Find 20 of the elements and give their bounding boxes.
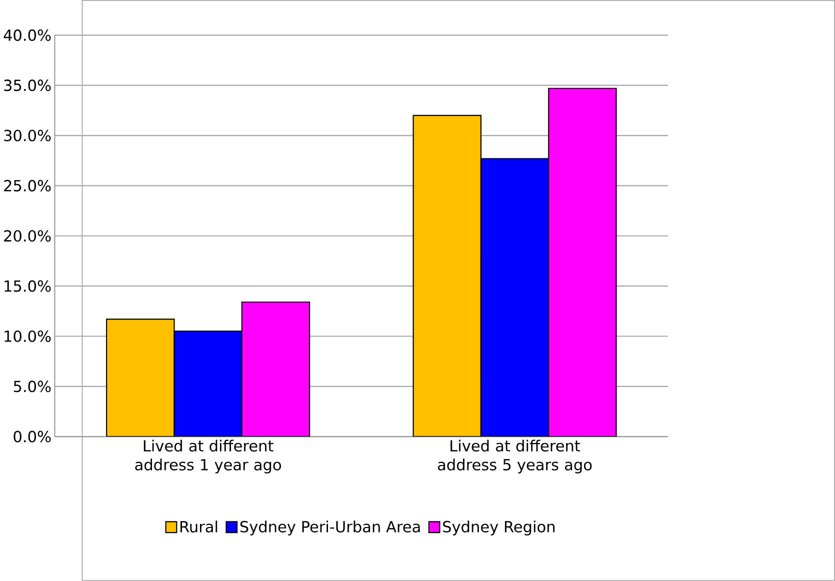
legend-label: Sydney Region [443,520,554,536]
bar [106,318,175,437]
legend-label: Sydney Peri-Urban Area [240,520,420,536]
y-tick-label: 20.0% [4,230,51,242]
bar [412,114,482,437]
x-tick-label: Lived at different address 1 year ago [135,440,281,474]
legend-label: Rural [180,520,218,532]
x-tick-label: Lived at different address 5 years ago [438,440,592,474]
y-tick-label: 30.0% [4,130,51,142]
y-tick-label: 40.0% [4,29,51,41]
y-tick-label: 0.0% [14,430,51,442]
y-tick-label: 10.0% [4,330,51,342]
bar [548,88,617,437]
y-tick-label: 5.0% [14,380,51,392]
bar [174,330,242,437]
bar [241,302,310,437]
y-tick-label: 15.0% [4,280,51,292]
y-tick-label: 25.0% [4,180,51,192]
y-tick-label: 35.0% [4,80,51,92]
bar [480,158,550,437]
